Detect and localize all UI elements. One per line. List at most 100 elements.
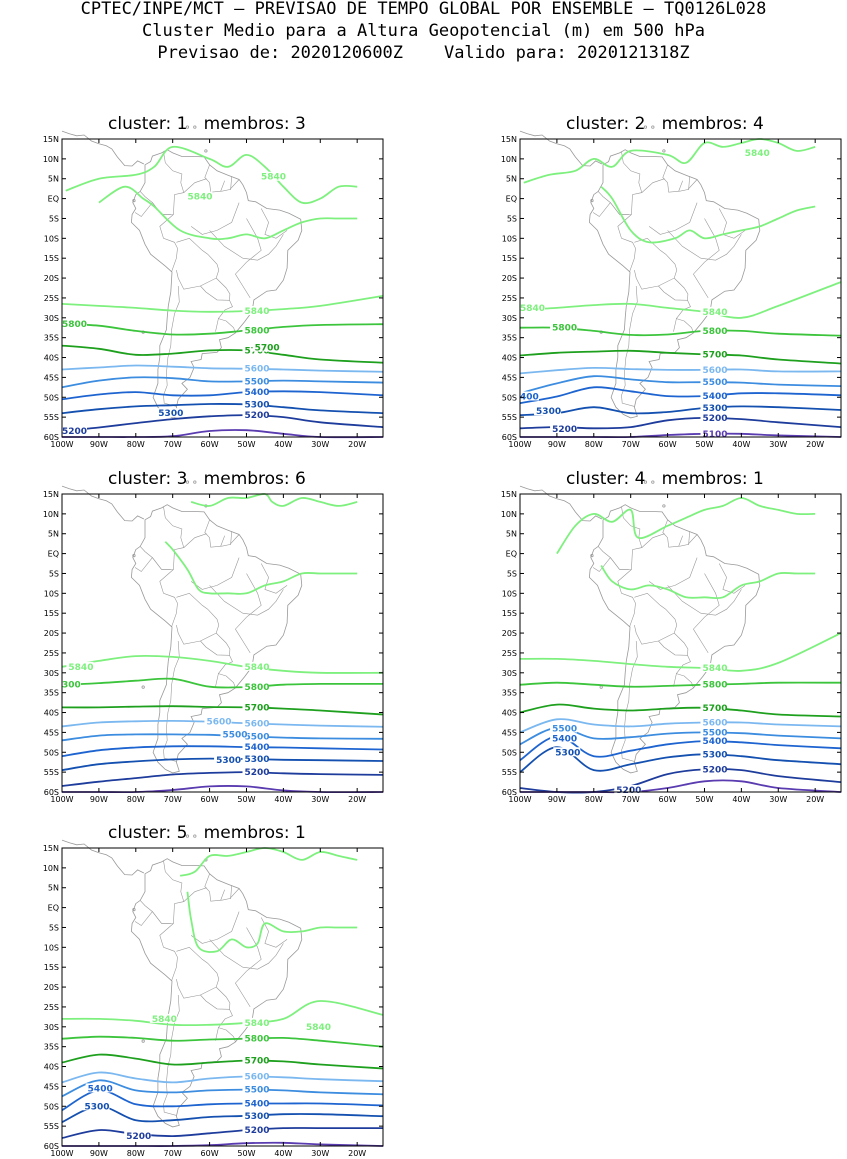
lat-tick-label: 10N [501,510,517,519]
contour-label-bg [700,702,727,712]
contour-label-5400: 5400 [244,743,269,753]
contour-label-bg [700,736,727,746]
island [185,480,190,484]
lat-tick-label: 5N [48,175,59,184]
contour-label-5400: 5400 [702,392,727,402]
contour-label-5200: 5200 [244,1126,269,1136]
lon-tick-label: 100W [50,795,73,804]
island [651,480,655,484]
contour-label-extra: 5840 [745,149,770,159]
contour-label-5400: 5400 [702,737,727,747]
contour-label-5800: 5800 [244,327,269,337]
south-america-coastline [130,858,303,1128]
country-border [200,632,231,656]
coastlines [519,125,761,419]
contour-label-5200: 5200 [244,411,269,421]
map-plot: 5840580057005600550054005300520051005840… [501,125,842,449]
country-border [688,176,690,190]
contour-label-5700: 5700 [702,350,727,360]
contour-5700 [61,705,384,716]
lon-tick-label: 20W [348,440,366,449]
country-border [688,531,690,545]
contour-label-extra: 5600 [206,717,231,727]
country-border [648,202,698,235]
south-america-coastline [130,149,303,419]
contour-label-extra: 5200 [126,1132,151,1142]
contour-label-bg [550,733,578,743]
contour-label-bg [149,1013,177,1023]
contour-5300 [519,405,842,416]
country-border [134,911,171,926]
country-border [161,151,185,215]
contour-label-bg [242,1055,269,1065]
contour-5200 [61,771,384,787]
contour-label-bg [242,702,269,712]
country-border [218,300,233,319]
lat-tick-label: 25S [502,294,517,303]
contour-label-bg [550,424,578,434]
contour-label-bg [242,376,269,386]
contour-label-5600: 5600 [244,365,269,375]
lon-tick-label: 20W [806,440,824,449]
lat-tick-label: 20S [502,629,517,638]
country-border [621,640,638,762]
island [141,685,145,689]
contour-label-extra: 5300 [536,407,561,417]
lon-tick-label: 90W [90,440,108,449]
country-border [667,585,742,616]
contour-label-bg [518,391,539,401]
contour-label-bg [242,1125,269,1135]
contour-label-5500: 5500 [702,728,727,738]
contour-label-extra: 5200 [62,427,87,437]
contour-5300 [61,1105,384,1124]
lat-tick-label: 10S [44,234,59,243]
contour-label-bg [242,731,269,741]
lat-tick-label: 10S [44,589,59,598]
contour-5400 [61,390,384,401]
contour-5600 [61,364,384,373]
country-border [260,208,288,239]
contour-label-extra: 5840 [152,1015,177,1025]
contour-label-extra: 5500 [552,724,577,734]
lat-tick-label: 45S [502,728,517,737]
contour-5700 [61,344,384,364]
contour-label-bg [60,318,87,328]
country-border [183,533,207,548]
contour-label-5500: 5500 [244,377,269,387]
contour-5800 [519,681,842,688]
contour-label-bg [742,147,770,157]
lon-tick-label: 30W [311,795,329,804]
lon-tick-label: 50W [695,795,713,804]
plot-frame [519,138,842,438]
contour-label-bg [700,364,727,374]
contour-5500 [61,1079,384,1098]
country-border [621,285,638,407]
lon-tick-label: 20W [348,1149,366,1158]
lat-tick-label: 30S [44,1023,59,1032]
lat-tick-label: 55S [44,413,59,422]
lat-tick-label: 25S [44,649,59,658]
header-line3: Previsao de: 2020120600Z Valido para: 20… [157,43,690,63]
island [651,125,655,129]
contour-label-bg [259,171,287,181]
country-border [134,202,171,217]
lat-tick-label: 15S [44,609,59,618]
contour-label-5840: 5840 [702,664,727,674]
lat-tick-label: 50S [502,393,517,402]
lat-tick-label: 15S [44,254,59,263]
contour-5840-tropic [190,493,358,507]
contour-label-extra: 5840 [306,1023,331,1033]
contour-5700 [61,1053,384,1070]
lon-tick-label: 70W [164,440,182,449]
lat-tick-label: 20S [44,983,59,992]
contour-label-bg [553,747,581,757]
contour-label-bg [700,391,727,401]
contour-label-bg [700,428,727,438]
panel-title: cluster: 3 membros: 6 [108,469,306,489]
lat-tick-label: 60S [44,788,59,797]
contour-label-bg [700,679,727,689]
contour-label-5700: 5700 [244,703,269,713]
panel-title: cluster: 2 membros: 4 [566,114,764,134]
island [590,198,594,203]
central-america-coastline [61,839,145,876]
